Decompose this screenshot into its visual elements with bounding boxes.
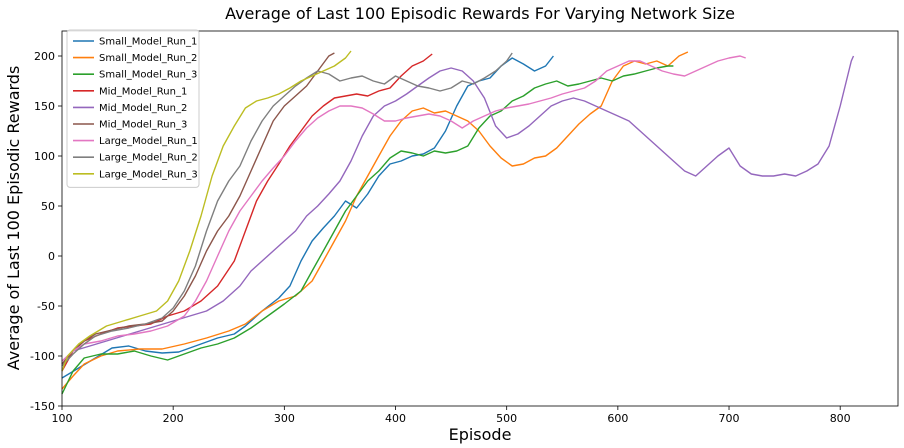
x-axis-label: Episode <box>449 425 512 444</box>
legend-label: Small_Model_Run_3 <box>99 70 197 81</box>
x-tick-label: 600 <box>607 412 628 425</box>
y-tick-label: 0 <box>48 250 55 263</box>
x-tick-label: 800 <box>830 412 851 425</box>
y-axis-label: Average of Last 100 Episodic Rewards <box>4 66 23 371</box>
x-tick-label: 700 <box>719 412 740 425</box>
legend-label: Large_Model_Run_2 <box>99 153 198 164</box>
series-line-small-model-run-1 <box>61 55 554 379</box>
series-line-large-model-run-3 <box>61 50 352 372</box>
legend-box <box>66 29 200 188</box>
y-tick-label: 150 <box>34 100 55 113</box>
legend: Small_Model_Run_1 Small_Model_Run_2 Small_… <box>66 29 200 188</box>
y-tick-label: 200 <box>34 50 55 63</box>
y-tick-label: 100 <box>34 150 55 163</box>
legend-label: Large_Model_Run_1 <box>99 136 198 147</box>
y-tick-label: -50 <box>37 300 55 313</box>
legend-label: Small_Model_Run_2 <box>99 53 197 64</box>
series-line-small-model-run-3 <box>61 65 674 395</box>
series-line-large-model-run-1 <box>61 55 746 362</box>
y-axis: -150 -100 -50 0 50 100 150 200 <box>30 50 62 413</box>
legend-label: Large_Model_Run_3 <box>99 169 198 180</box>
legend-label: Mid_Model_Run_3 <box>99 120 187 131</box>
x-tick-label: 300 <box>274 412 295 425</box>
chart-title: Average of Last 100 Episodic Rewards For… <box>225 4 735 23</box>
legend-label: Mid_Model_Run_1 <box>99 86 187 97</box>
y-tick-label: -100 <box>30 350 55 363</box>
x-tick-label: 500 <box>496 412 517 425</box>
series-line-small-model-run-2 <box>61 51 689 390</box>
x-axis: 100 200 300 400 500 600 700 800 <box>52 406 851 425</box>
series-line-mid-model-run-2 <box>61 55 855 365</box>
legend-label: Mid_Model_Run_2 <box>99 103 187 114</box>
series-line-mid-model-run-3 <box>61 52 335 365</box>
y-tick-label: -150 <box>30 400 55 413</box>
x-tick-label: 100 <box>52 412 73 425</box>
x-tick-label: 200 <box>163 412 184 425</box>
legend-label: Small_Model_Run_1 <box>99 37 197 48</box>
x-tick-label: 400 <box>385 412 406 425</box>
plot-frame <box>61 30 899 407</box>
plot-area <box>61 50 855 395</box>
series-line-large-model-run-2 <box>61 52 513 367</box>
y-tick-label: 50 <box>41 200 55 213</box>
